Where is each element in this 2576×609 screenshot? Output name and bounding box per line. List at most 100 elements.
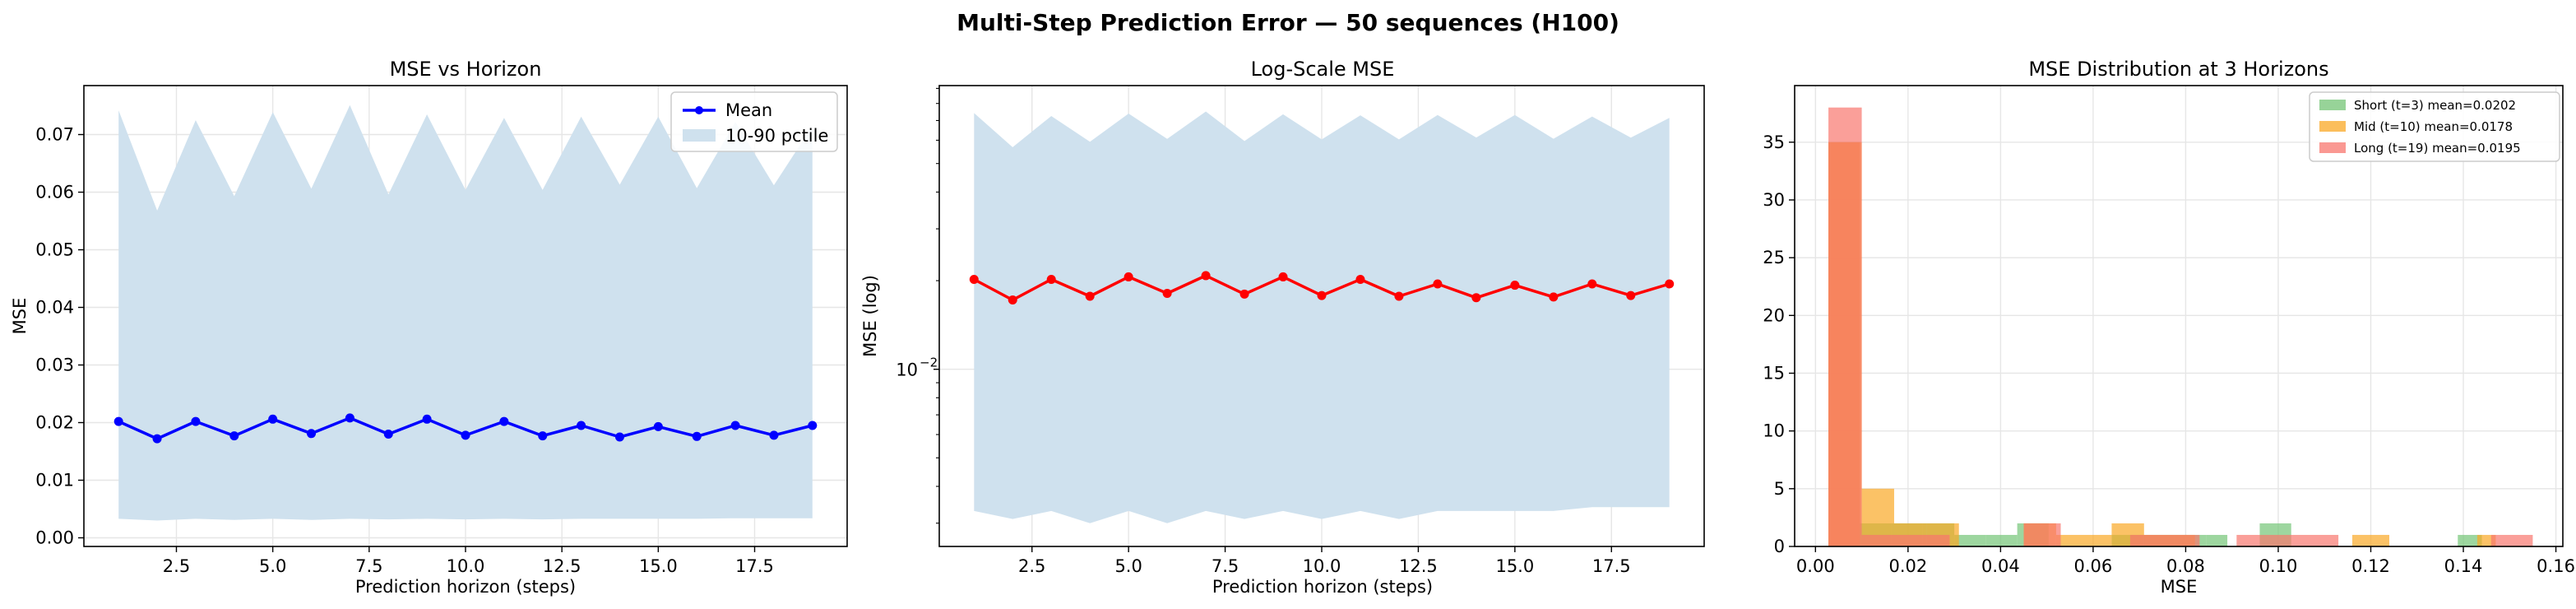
mse-vs-horizon-panel: MSE vs Horizon 2.5 5.0 7.5 10.0 12.5 15.0 17.5…: [10, 58, 848, 597]
histogram-bar-short: [2458, 534, 2482, 546]
mse-vs-horizon-title: MSE vs Horizon: [390, 58, 542, 81]
mse-vs-horizon-xtick-label: 15.0: [639, 556, 678, 576]
mse-vs-horizon-ytick-label: 0.05: [35, 240, 74, 260]
log-scale-mse-point: [1317, 291, 1327, 300]
log-scale-mse-point: [969, 274, 979, 284]
histogram-bar-short: [1954, 534, 1986, 546]
log-scale-mse-point: [1394, 291, 1404, 301]
mse-vs-horizon-point: [114, 416, 123, 426]
legend-long-swatch: [2319, 142, 2346, 153]
histogram-bar-long: [2236, 534, 2339, 546]
mse-vs-horizon-point: [345, 413, 354, 423]
mse-vs-horizon-xtick-label: 12.5: [543, 556, 581, 576]
mse-vs-horizon-xtick-label: 17.5: [735, 556, 774, 576]
log-scale-mse-point: [1008, 295, 1017, 304]
mse-vs-horizon-ytick-label: 0.02: [35, 413, 74, 433]
histogram-bar-long: [1828, 107, 1862, 546]
histogram-bar-long: [2490, 534, 2533, 546]
legend-short-swatch: [2319, 100, 2346, 110]
log-scale-mse-xtick-label: 7.5: [1212, 556, 1239, 576]
mse-vs-horizon-point: [730, 421, 740, 430]
mse-vs-horizon-xtick-label: 2.5: [163, 556, 190, 576]
mse-distribution-ytick-label: 15: [1763, 363, 1785, 383]
log-scale-mse-point: [1471, 293, 1481, 303]
mse-distribution-legend: Short (t=3) mean=0.0202 Mid (t=10) mean=…: [2309, 91, 2560, 162]
mse-vs-horizon-frame: [83, 85, 848, 547]
log-scale-mse-point: [1549, 292, 1559, 302]
log-scale-mse-xtick-label: 5.0: [1114, 556, 1142, 576]
mse-distribution-xtick-label: 0.00: [1796, 556, 1835, 576]
mse-vs-horizon-ytick-label: 0.04: [35, 298, 74, 318]
mse-distribution-ytick-label: 30: [1763, 190, 1785, 210]
log-scale-mse-point: [1239, 289, 1249, 299]
mse-distribution-xlabel: MSE: [2161, 577, 2198, 597]
mse-vs-horizon-ytick-label: 0.07: [35, 125, 74, 145]
mse-vs-horizon-legend: Mean 10-90 pctile: [670, 91, 838, 152]
log-scale-mse-xlabel: Prediction horizon (steps): [1212, 577, 1433, 597]
mse-distribution-xtick-label: 0.16: [2537, 556, 2575, 576]
mse-vs-horizon-point: [152, 434, 162, 444]
mse-distribution-xtick-label: 0.06: [2074, 556, 2113, 576]
log-scale-mse-title: Log-Scale MSE: [1251, 58, 1395, 81]
log-scale-mse-xtick-label: 17.5: [1592, 556, 1631, 576]
legend-band-swatch: [683, 129, 716, 142]
mse-vs-horizon-xtick-label: 5.0: [259, 556, 286, 576]
log-scale-mse-point: [1587, 279, 1597, 289]
log-scale-mse-xtick-label: 15.0: [1495, 556, 1534, 576]
mse-vs-horizon-ytick-label: 0.00: [35, 528, 74, 548]
mse-distribution-xtick-label: 0.02: [1888, 556, 1927, 576]
mse-distribution-title: MSE Distribution at 3 Horizons: [2028, 58, 2328, 81]
log-scale-mse-ytick-label: 10: [896, 360, 918, 380]
mse-vs-horizon-point: [461, 430, 470, 440]
mse-distribution-ytick-label: 0: [1774, 537, 1785, 556]
histogram-bar-mid: [2055, 534, 2112, 546]
log-scale-mse-point: [1510, 281, 1520, 291]
mse-vs-horizon-xtick-label: 10.0: [447, 556, 485, 576]
log-scale-mse-point: [1626, 291, 1636, 300]
log-scale-mse-xtick-label: 10.0: [1303, 556, 1341, 576]
legend-mid-label: Mid (t=10) mean=0.0178: [2354, 119, 2513, 134]
mse-vs-horizon-point: [307, 429, 317, 439]
mse-distribution-xtick-label: 0.08: [2166, 556, 2205, 576]
log-scale-mse-point: [1433, 279, 1443, 289]
legend-short-label: Short (t=3) mean=0.0202: [2354, 98, 2516, 113]
mse-vs-horizon-ytick-label: 0.06: [35, 183, 74, 202]
legend-mid-swatch: [2319, 121, 2346, 132]
mse-vs-horizon-point: [577, 421, 586, 430]
log-scale-mse-ytick-exponent: −2: [920, 356, 938, 370]
mse-vs-horizon-point: [614, 432, 624, 442]
mse-distribution-xtick-label: 0.12: [2351, 556, 2390, 576]
log-scale-mse-percentile-band: [974, 111, 1670, 523]
mse-distribution-panel: MSE Distribution at 3 Horizons 0.00 0.02 0…: [1763, 58, 2575, 597]
mse-vs-horizon-point: [808, 421, 818, 430]
mse-distribution-ytick-label: 5: [1774, 479, 1785, 499]
mse-vs-horizon-percentile-band: [118, 105, 813, 521]
log-scale-mse-point: [1162, 289, 1172, 299]
mse-distribution-xtick-label: 0.10: [2259, 556, 2298, 576]
log-scale-mse-xtick-label: 2.5: [1018, 556, 1045, 576]
histogram-bar-short: [1985, 534, 2018, 546]
log-scale-mse-panel: Log-Scale MSE 2.5 5.0 7.5 10.0 12.5 15.0 17.5 1…: [860, 58, 1705, 597]
mse-distribution-ytick-label: 20: [1763, 305, 1785, 325]
mse-vs-horizon-point: [538, 431, 548, 441]
histogram-bar-mid: [2351, 534, 2390, 546]
log-scale-mse-point: [1665, 279, 1675, 289]
mse-vs-horizon-point: [769, 430, 779, 440]
mse-vs-horizon-point: [499, 416, 509, 426]
log-scale-mse-point: [1085, 291, 1095, 301]
mse-distribution-frame: [1794, 85, 2564, 547]
histogram-bar-long: [1861, 534, 1950, 546]
mse-vs-horizon-point: [191, 416, 201, 426]
legend-band-label: 10-90 pctile: [725, 126, 828, 146]
mse-vs-horizon-xtick-label: 7.5: [355, 556, 382, 576]
histogram-bar-long: [2129, 534, 2200, 546]
log-scale-mse-point: [1201, 271, 1211, 281]
mse-distribution-xtick-label: 0.14: [2444, 556, 2483, 576]
mse-vs-horizon-ylabel: MSE: [10, 298, 30, 335]
log-scale-mse-point: [1046, 274, 1056, 284]
log-scale-mse-xtick-label: 12.5: [1399, 556, 1438, 576]
log-scale-mse-point: [1124, 272, 1133, 281]
mse-distribution-ytick-label: 25: [1763, 248, 1785, 267]
mse-distribution-ytick-label: 35: [1763, 132, 1785, 152]
